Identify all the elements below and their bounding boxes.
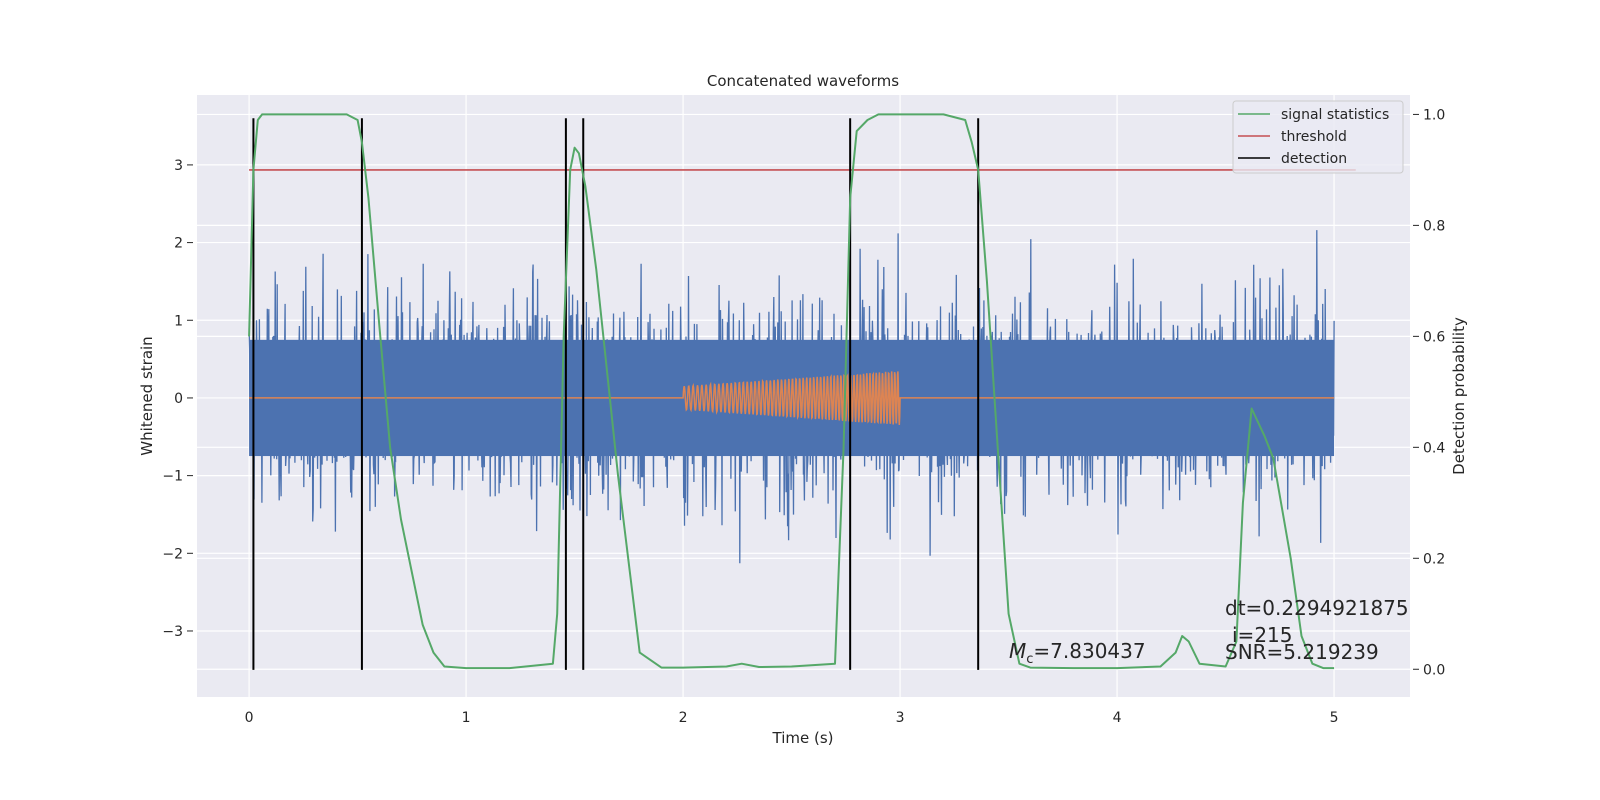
y-tick-label: 2 — [174, 236, 183, 252]
y-tick-label: 1 — [174, 313, 183, 329]
axis-ticks: 0 1 2 3 4 5 −3 −2 −1 0 1 2 3 0.0 0.2 0.4 0.6 0.8 1.0 — [162, 107, 1445, 726]
y-axis-label: Whitened strain — [138, 336, 156, 455]
x-axis-label: Time (s) — [772, 729, 834, 747]
y-tick-label: 3 — [174, 158, 183, 174]
x-tick-label: 3 — [896, 710, 905, 726]
y2-tick-label: 0.6 — [1423, 329, 1445, 345]
y-tick-label: −1 — [162, 469, 183, 485]
y2-tick-label: 0.0 — [1423, 662, 1445, 678]
x-tick-label: 4 — [1113, 710, 1122, 726]
mc-value: =7.830437 — [1033, 639, 1145, 663]
dt-annotation: dt=0.2294921875 — [1225, 596, 1409, 620]
i-annotation: i=215 — [1232, 623, 1293, 647]
injection-series — [249, 371, 1335, 426]
x-tick-label: 5 — [1330, 710, 1339, 726]
annotations: Mc=7.830437 dt=0.2294921875 i=215 SNR=5.… — [1009, 596, 1409, 667]
y2-tick-label: 1.0 — [1423, 107, 1445, 123]
mc-symbol: M — [1009, 639, 1026, 663]
y-tick-label: −2 — [162, 546, 183, 562]
legend-label-signal: signal statistics — [1281, 107, 1389, 123]
mc-subscript: c — [1026, 652, 1033, 667]
x-tick-label: 0 — [245, 710, 254, 726]
y2-tick-label: 0.2 — [1423, 551, 1445, 567]
snr-annotation: SNR=5.219239 — [1225, 640, 1379, 664]
mc-annotation: Mc=7.830437 — [1009, 639, 1146, 667]
legend: signal statistics threshold detection — [1232, 100, 1404, 174]
x-tick-label: 1 — [462, 710, 471, 726]
x-tick-label: 2 — [679, 710, 688, 726]
legend-label-threshold: threshold — [1281, 129, 1347, 145]
y-tick-label: 0 — [174, 391, 183, 407]
chart-title: Concatenated waveforms — [707, 72, 899, 90]
legend-box — [1232, 100, 1404, 174]
plot-content — [248, 113, 1356, 670]
signal-statistics-series — [248, 113, 1335, 670]
y2-tick-label: 0.4 — [1423, 440, 1445, 456]
y2-axis-label: Detection probability — [1450, 317, 1468, 475]
legend-label-detection: detection — [1281, 151, 1347, 167]
y-tick-label: −3 — [162, 624, 183, 640]
y2-tick-label: 0.8 — [1423, 218, 1445, 234]
